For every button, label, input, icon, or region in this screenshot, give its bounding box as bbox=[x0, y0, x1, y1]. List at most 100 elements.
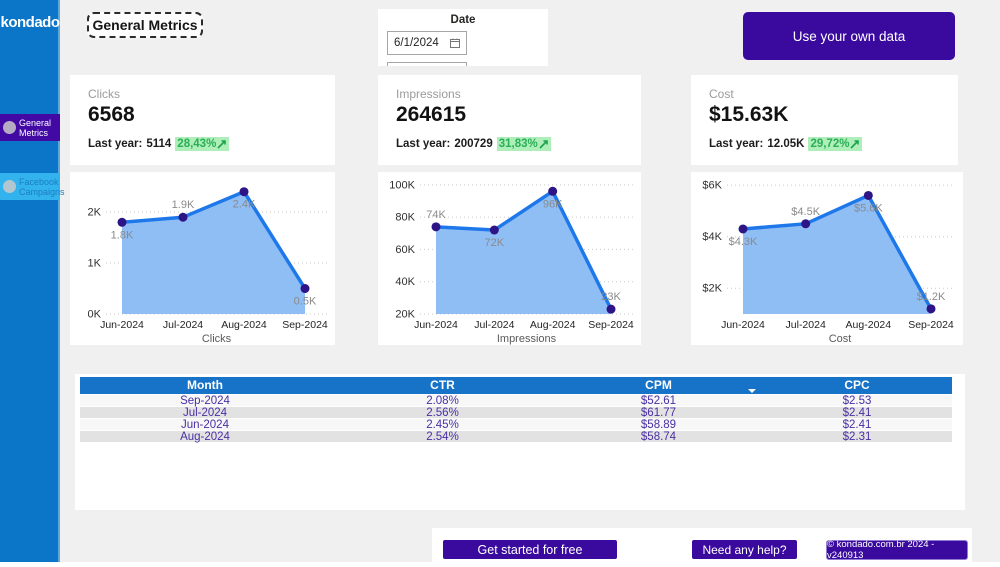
date-start-value: 6/1/2024 bbox=[394, 37, 439, 49]
y-axis-tick: 1K bbox=[88, 258, 102, 270]
table-column-header-cpc[interactable]: CPC bbox=[844, 378, 870, 392]
data-point[interactable] bbox=[300, 284, 310, 294]
data-point[interactable] bbox=[863, 190, 873, 200]
x-axis-tick: Sep-2024 bbox=[282, 319, 328, 331]
y-axis-tick: $4K bbox=[702, 231, 722, 243]
data-label: 0.5K bbox=[294, 296, 317, 308]
table-cell: 2.08% bbox=[426, 395, 459, 407]
need-help-button[interactable]: Need any help? bbox=[692, 540, 797, 559]
sidebar-item-general-metrics[interactable]: General Metrics bbox=[0, 114, 60, 141]
y-axis-tick: 100K bbox=[389, 179, 415, 191]
date-end-input[interactable] bbox=[387, 62, 467, 66]
metrics-table-card: Month CTR CPM CPC Sep-2024 2.08% $52.61 $2.53 J… bbox=[75, 374, 965, 510]
table-cell: $58.89 bbox=[640, 419, 677, 431]
kpi-delta-badge: 31,83% bbox=[496, 137, 551, 151]
kpi-card-cost: Cost $15.63K Last year: 12.05K 29,72% bbox=[691, 75, 958, 165]
table-cell: $58.74 bbox=[640, 431, 677, 443]
y-axis-tick: 40K bbox=[395, 276, 415, 288]
chart-cost[interactable]: $2K $4K $6K $4.3K Jun-2024 $4.5K Jul-2024 $5.6K… bbox=[691, 172, 963, 345]
table-cell: 2.45% bbox=[426, 419, 459, 431]
table-column-header-ctr[interactable]: CTR bbox=[430, 378, 455, 392]
x-axis-tick: Jul-2024 bbox=[474, 319, 514, 331]
kpi-label: Clicks bbox=[88, 87, 120, 101]
kpi-value: 264615 bbox=[396, 103, 467, 126]
table-cell: Jun-2024 bbox=[181, 419, 229, 431]
version-badge[interactable]: © kondado.com.br 2024 - v240913 bbox=[826, 539, 968, 561]
data-point[interactable] bbox=[117, 217, 127, 227]
table-column-header-month[interactable]: Month bbox=[187, 378, 223, 392]
trend-line bbox=[741, 193, 933, 311]
kpi-last-year-value: 12.05K bbox=[767, 138, 805, 150]
use-your-own-data-button[interactable]: Use your own data bbox=[743, 12, 955, 60]
data-label: 96K bbox=[543, 198, 563, 210]
data-label: 2.4K bbox=[233, 199, 256, 211]
data-label: $4.3K bbox=[729, 236, 758, 248]
y-axis-tick: $2K bbox=[702, 283, 722, 295]
data-point[interactable] bbox=[926, 304, 936, 314]
x-axis-tick: Aug-2024 bbox=[846, 319, 892, 331]
kpi-last-year-value: 5114 bbox=[146, 138, 172, 150]
metrics-table: Month CTR CPM CPC Sep-2024 2.08% $52.61 $2.53 J… bbox=[80, 377, 952, 443]
data-label: $5.6K bbox=[854, 202, 883, 214]
kpi-last-year-label: Last year: bbox=[396, 138, 451, 150]
trend-up-icon bbox=[217, 140, 227, 149]
sidebar: kondado General Metrics Facebook Campaig… bbox=[0, 0, 65, 563]
data-label: $1.2K bbox=[917, 291, 946, 303]
date-start-input[interactable]: 6/1/2024 bbox=[387, 31, 467, 55]
data-label: 72K bbox=[485, 237, 505, 249]
table-cell: $2.53 bbox=[842, 395, 872, 407]
date-filter-label: Date bbox=[450, 14, 476, 26]
table-cell: Aug-2024 bbox=[180, 431, 230, 443]
data-point[interactable] bbox=[606, 304, 616, 314]
sidebar-item-facebook-campaigns[interactable]: Facebook Campaigns bbox=[0, 173, 65, 200]
trend-up-icon bbox=[539, 140, 548, 149]
data-point[interactable] bbox=[489, 225, 499, 235]
table-row[interactable]: Jul-2024 2.56% $61.77 $2.41 bbox=[80, 407, 952, 419]
table-row[interactable]: Sep-2024 2.08% $52.61 $2.53 bbox=[80, 395, 952, 407]
kpi-last-year-label: Last year: bbox=[88, 138, 143, 150]
kpi-value: 6568 bbox=[88, 103, 135, 126]
data-point[interactable] bbox=[239, 187, 249, 197]
data-point[interactable] bbox=[431, 222, 441, 232]
table-row[interactable]: Jun-2024 2.45% $58.89 $2.41 bbox=[80, 419, 952, 431]
calendar-icon bbox=[450, 38, 460, 48]
table-header-row: Month CTR CPM CPC bbox=[80, 377, 952, 394]
get-started-button[interactable]: Get started for free bbox=[443, 540, 617, 559]
y-axis-tick: 60K bbox=[395, 244, 415, 256]
x-axis-tick: Jun-2024 bbox=[100, 319, 144, 331]
table-column-header-cpm[interactable]: CPM bbox=[555, 377, 762, 394]
data-point[interactable] bbox=[801, 219, 811, 229]
trend-line bbox=[120, 189, 307, 291]
table-cell: $2.41 bbox=[842, 419, 872, 431]
table-row[interactable]: Aug-2024 2.54% $58.74 $2.31 bbox=[80, 431, 952, 443]
chart-clicks[interactable]: 0K 1K 2K 1.8K Jun-2024 1.9K Jul-2024 2.4K Aug-20… bbox=[70, 172, 335, 345]
data-point[interactable] bbox=[738, 224, 748, 234]
data-point[interactable] bbox=[178, 212, 188, 222]
kpi-last-year-value: 200729 bbox=[454, 138, 493, 150]
sidebar-item-label: Facebook Campaigns bbox=[19, 176, 65, 197]
bottom-bar bbox=[0, 562, 1000, 567]
x-axis-tick: Jul-2024 bbox=[786, 319, 826, 331]
data-label: $4.5K bbox=[791, 206, 820, 218]
table-cell: $52.61 bbox=[640, 395, 677, 407]
table-cell: Jul-2024 bbox=[182, 407, 228, 419]
x-axis-tick: Aug-2024 bbox=[221, 319, 267, 331]
table-body: Sep-2024 2.08% $52.61 $2.53 Jul-2024 2.56% $61… bbox=[80, 395, 952, 443]
y-axis-tick: 20K bbox=[395, 309, 415, 321]
chart-impressions[interactable]: 20K 40K 60K 80K 100K 74K Jun-2024 72K Jul-2024 96… bbox=[378, 172, 641, 345]
kpi-value: $15.63K bbox=[709, 103, 789, 126]
sort-desc-icon[interactable] bbox=[748, 389, 756, 393]
page-title: General Metrics bbox=[87, 12, 203, 38]
y-axis-tick: 2K bbox=[88, 207, 102, 219]
data-point[interactable] bbox=[548, 186, 558, 196]
x-axis-title: Cost bbox=[829, 333, 852, 345]
y-axis-tick: 0K bbox=[88, 309, 102, 321]
area-fill bbox=[122, 191, 305, 314]
data-label: 74K bbox=[426, 209, 446, 221]
data-label: 23K bbox=[601, 291, 621, 303]
sidebar-item-label: General Metrics bbox=[19, 117, 52, 138]
nav-bullet-icon bbox=[3, 180, 16, 193]
brand-logo: kondado bbox=[0, 14, 61, 31]
kpi-delta-badge: 28,43% bbox=[175, 137, 230, 151]
